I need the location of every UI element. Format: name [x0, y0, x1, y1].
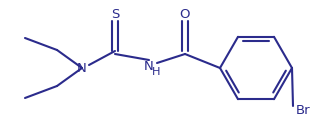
Text: O: O	[180, 7, 190, 21]
Text: H: H	[152, 67, 160, 77]
Text: Br: Br	[296, 103, 310, 117]
Text: N: N	[144, 60, 154, 72]
Text: N: N	[77, 61, 87, 75]
Text: S: S	[111, 7, 119, 21]
